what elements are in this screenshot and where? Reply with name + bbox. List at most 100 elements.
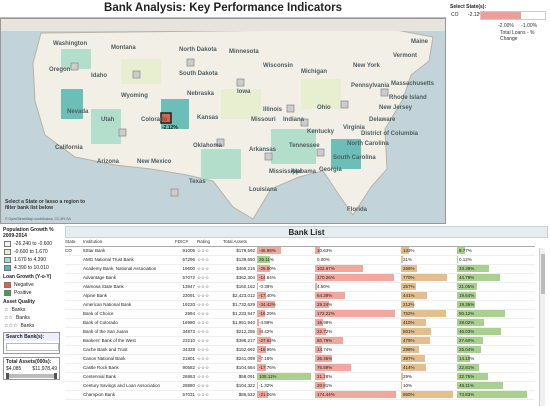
table-row[interactable]: Castle Rock Bank 90582 ☆☆☆ $104,684 -17.76% 7… xyxy=(65,363,535,373)
state-label[interactable]: North Dakota xyxy=(179,47,217,53)
population-legend-item[interactable]: 4.390 to 10.010 xyxy=(4,265,62,271)
state-filter[interactable]: Select State(s): CO -2.12% -2.00% -1.00%… xyxy=(448,0,550,60)
population-legend-item[interactable]: 1.670 to 4.390 xyxy=(4,257,62,263)
state-label[interactable]: Nebraska xyxy=(187,91,215,97)
state-label[interactable]: South Dakota xyxy=(179,71,218,77)
state-label[interactable]: Wyoming xyxy=(121,93,148,99)
assets-track[interactable] xyxy=(6,373,57,379)
col-rating[interactable]: Rating xyxy=(197,238,223,247)
state-label[interactable]: Montana xyxy=(111,45,136,51)
state-label[interactable]: Rhode Island xyxy=(389,95,427,101)
state-label[interactable]: Nevada xyxy=(67,109,89,115)
state-label[interactable]: New Mexico xyxy=(137,159,172,165)
state-label[interactable]: Kentucky xyxy=(307,129,335,135)
state-label[interactable]: Idaho xyxy=(91,73,107,79)
rating-cell: ☆☆☆ xyxy=(197,345,223,355)
state-label[interactable]: Michigan xyxy=(301,69,328,75)
metric-bar xyxy=(457,292,476,299)
metric-cell: 266% xyxy=(401,264,457,274)
state-label[interactable]: Vermont xyxy=(393,53,418,59)
metric-cell: 501% xyxy=(401,327,457,337)
table-row[interactable]: Alamosa State Bank 13947 ☆☆☆ $160,162 -0.39%… xyxy=(65,282,535,292)
col-fdic[interactable]: FDIC# xyxy=(175,238,197,247)
loan-legend-item[interactable]: Positive xyxy=(4,290,62,296)
us-map-shape[interactable] xyxy=(1,19,446,224)
state-label[interactable]: Minnesota xyxy=(229,49,259,55)
state-code[interactable]: CO xyxy=(451,12,459,18)
table-row[interactable]: Cache Bank and Trust 34328 ☆☆☆ $152,692 -16.… xyxy=(65,345,535,355)
asset-legend-item[interactable]: ☆☆☆ Banks xyxy=(4,323,62,329)
metric-value: -0.39% xyxy=(259,284,274,289)
state-label[interactable]: Virginia xyxy=(343,125,365,131)
col-institution[interactable]: Institution xyxy=(83,238,175,247)
metric-cell: 397% xyxy=(401,354,457,364)
state-label[interactable]: New York xyxy=(353,63,380,69)
state-label[interactable]: Arkansas xyxy=(249,147,277,153)
state-label[interactable]: New Jersey xyxy=(379,105,413,111)
institution-cell: Champion Bank xyxy=(83,390,175,400)
state-label[interactable]: California xyxy=(55,145,83,151)
population-legend-item[interactable]: -26.240 to -0.600 xyxy=(4,241,62,247)
metric-bar xyxy=(315,355,332,362)
state-label[interactable]: Pennsylvania xyxy=(351,83,390,89)
table-row[interactable]: Advantage Bank 57072 ☆☆☆ $362,304 -14.84% 170… xyxy=(65,273,535,283)
table-row[interactable]: Centennial Bank 26863 ☆☆☆ $58,091 105.11% 21.… xyxy=(65,372,535,382)
state-label[interactable]: Kansas xyxy=(197,115,219,121)
state-label[interactable]: Oklahoma xyxy=(193,143,223,149)
assets-min-handle[interactable] xyxy=(6,373,9,379)
state-label[interactable]: Florida xyxy=(347,207,368,213)
state-label[interactable]: Oregon xyxy=(49,67,71,73)
asset-legend-item[interactable]: ☆☆ Banks xyxy=(4,315,62,321)
state-label[interactable]: Washington xyxy=(53,41,88,47)
asset-legend-item[interactable]: ☆ Banks xyxy=(4,307,62,313)
state-label[interactable]: Massachusetts xyxy=(391,81,435,87)
table-row[interactable]: Bank of Colorado 16980 ☆☆☆ $1,951,940 -4.89%… xyxy=(65,318,535,328)
state-label[interactable]: Georgia xyxy=(319,167,342,173)
us-map[interactable]: -2.12% Washington Montana North Dakota Minn… xyxy=(0,18,446,224)
state-label[interactable]: District of Columbia xyxy=(361,131,419,137)
assets-max-handle[interactable] xyxy=(54,373,57,379)
state-label[interactable]: Arizona xyxy=(97,159,120,165)
col-total-assets[interactable]: Total Assets xyxy=(223,238,257,247)
table-row[interactable]: AMG National Trust Bank 67296 ☆☆☆ $139,650 2… xyxy=(65,255,535,265)
col-blank-3 xyxy=(401,238,457,247)
state-label[interactable]: Mississippi xyxy=(269,169,302,175)
state-label[interactable]: Ohio xyxy=(317,105,331,111)
state-label[interactable]: Tennessee xyxy=(289,143,320,149)
table-row[interactable]: Alpine Bank 23091 ☆☆☆ $2,423,012 -17.40% 64.3… xyxy=(65,291,535,301)
table-row[interactable]: American National Bank 19220 ☆☆☆ $1,732,629… xyxy=(65,300,535,310)
table-row[interactable]: Academy Bank, National Association 19600 ☆… xyxy=(65,264,535,274)
state-label[interactable]: Missouri xyxy=(251,117,276,123)
bank-list-scrollbar[interactable] xyxy=(539,248,545,406)
table-row[interactable]: Bank of Choice 2994 ☆☆☆ $1,233,947 -16.29% 17… xyxy=(65,309,535,319)
state-label[interactable]: Maine xyxy=(411,39,429,45)
table-row[interactable]: Century Savings and Loan Association 2888… xyxy=(65,381,535,391)
state-label[interactable]: North Carolina xyxy=(347,141,389,147)
table-row[interactable]: Bank of the San Juans 34873 ☆☆☆ $212,256 -8.… xyxy=(65,327,535,337)
loan-legend-item[interactable]: Negative xyxy=(4,282,62,288)
state-label[interactable]: Alabama xyxy=(291,169,317,175)
table-row[interactable]: Champion Bank 57031 ☆☆☆ $86,532 -21.06% 174.4… xyxy=(65,390,535,400)
state-label[interactable]: Wisconsin xyxy=(263,63,293,69)
state-label[interactable]: Colorado xyxy=(141,117,168,123)
state-label[interactable]: Iowa xyxy=(237,89,251,95)
table-row[interactable]: CO 5Star Bank 91005 ☆☆☆ $179,592 -46.98% 10.63… xyxy=(65,246,535,256)
assets-slider[interactable]: Total Assets(000s): $4,085 $11,978,49 xyxy=(3,357,60,380)
table-row[interactable]: Bankers' Bank of the West 23210 ☆☆☆ $398,21… xyxy=(65,336,535,346)
scroll-thumb[interactable] xyxy=(541,254,545,294)
state-label[interactable]: Delaware xyxy=(369,117,396,123)
state-label[interactable]: Illinois xyxy=(263,107,283,113)
state-bar[interactable] xyxy=(480,11,546,20)
state-label[interactable]: Indiana xyxy=(283,117,305,123)
state-label[interactable]: South Carolina xyxy=(333,155,376,161)
population-legend-item[interactable]: -0.600 to 1.670 xyxy=(4,249,62,255)
state-label[interactable]: Louisiana xyxy=(249,187,278,193)
selected-state-marker[interactable] xyxy=(160,112,172,124)
state-label[interactable]: Texas xyxy=(189,179,206,185)
col-state[interactable]: State xyxy=(65,238,83,247)
search-input[interactable] xyxy=(6,343,59,351)
legend-label: 1.670 to 4.390 xyxy=(14,257,46,263)
state-label[interactable]: Utah xyxy=(101,117,115,123)
table-row[interactable]: Canon National Bank 21801 ☆☆☆ $241,099 -7.18… xyxy=(65,354,535,364)
metric-value: 48.11% xyxy=(459,383,474,388)
